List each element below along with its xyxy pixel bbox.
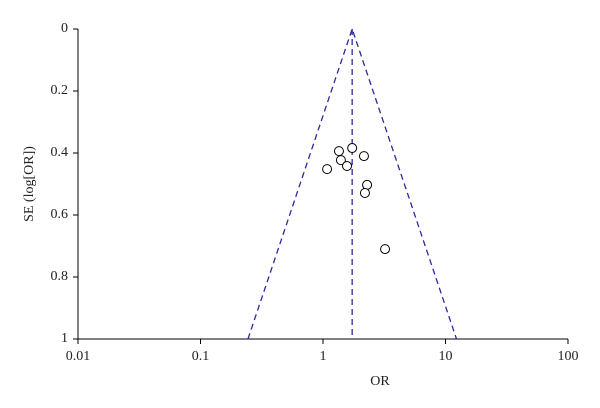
x-tick-label: 0.01 [66,349,91,364]
y-axis-label: SE (log[OR]) [22,146,37,222]
x-tick-label: 1 [320,349,327,364]
y-tick-label: 0.2 [51,83,69,98]
data-point [358,151,369,162]
data-point [341,161,352,172]
y-tick-label: 0.4 [51,145,69,160]
y-tick-label: 0.8 [51,269,69,284]
data-point [333,146,344,157]
data-point [347,143,358,154]
x-axis-label: OR [370,374,390,389]
x-tick-label: 0.1 [192,349,210,364]
y-tick-label: 0 [61,21,68,36]
data-point [322,164,333,175]
x-tick-label: 10 [439,349,453,364]
data-point [380,244,391,255]
y-tick-label: 0.6 [51,207,69,222]
data-point [335,155,346,166]
data-point [359,187,370,198]
x-tick-label: 100 [558,349,579,364]
y-tick-label: 1 [61,331,68,346]
data-point [362,179,373,190]
funnel-line [247,26,458,340]
